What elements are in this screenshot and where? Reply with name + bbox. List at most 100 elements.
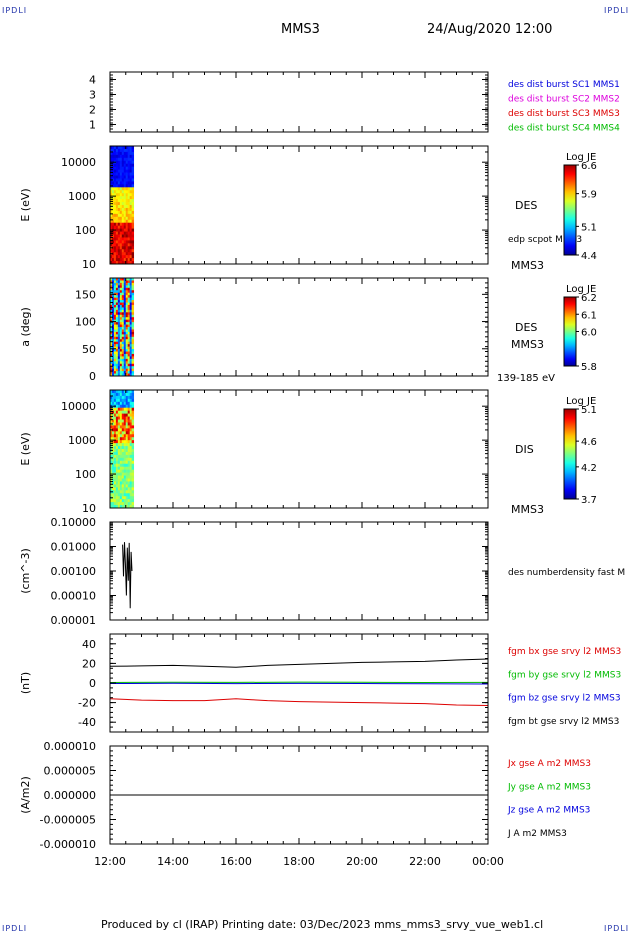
heatmap-cell (123, 249, 127, 253)
heatmap-cell (111, 290, 115, 294)
heatmap-cell (119, 172, 123, 176)
heatmap-cell (127, 341, 131, 345)
heatmap-cell (121, 475, 125, 479)
heatmap-cell (125, 258, 129, 262)
heatmap-cell (113, 285, 117, 289)
x-tick-label: 16:00 (220, 855, 252, 868)
heatmap-cell (119, 237, 123, 241)
heatmap-cell (129, 278, 133, 281)
heatmap-cell (127, 443, 131, 447)
heatmap-cell (121, 353, 125, 357)
heatmap-cell (125, 225, 129, 229)
heatmap-cell (110, 154, 113, 159)
heatmap-cell (131, 172, 135, 176)
heatmap-cell (125, 358, 129, 362)
heatmap-cell (127, 451, 131, 456)
heatmap-cell (113, 336, 117, 340)
heatmap-cell (117, 160, 121, 165)
y-tick-label: 1000 (68, 190, 96, 203)
heatmap-cell (129, 392, 133, 397)
heatmap-cell (117, 428, 121, 432)
heatmap-cell (110, 401, 113, 406)
right-label: MMS3 (511, 338, 544, 351)
heatmap-cell (119, 181, 123, 185)
heatmap-cell (121, 307, 125, 311)
series-line-1 (109, 698, 489, 706)
heatmap-cell (115, 466, 119, 471)
y-axis-label: (A/m2) (19, 776, 32, 814)
heatmap-cell (123, 169, 127, 173)
heatmap-cell (123, 181, 127, 185)
heatmap-cell (117, 304, 121, 308)
heatmap-cell (131, 469, 135, 473)
heatmap-cell (110, 351, 113, 355)
heatmap-cell (129, 451, 133, 456)
heatmap-cell (125, 157, 129, 162)
heatmap-cell (125, 484, 129, 488)
heatmap-cell (129, 216, 133, 221)
heatmap-cell (131, 368, 135, 372)
heatmap-cell (131, 454, 135, 459)
heatmap-cell (117, 290, 121, 294)
heatmap-cell (123, 329, 127, 333)
heatmap-cell (113, 366, 117, 370)
heatmap-cell (125, 398, 129, 403)
heatmap-cell (131, 363, 135, 367)
heatmap-cell (127, 160, 131, 165)
heatmap-cell (131, 169, 135, 173)
heatmap-cell (117, 493, 121, 497)
heatmap-cell (113, 353, 117, 357)
heatmap-cell (129, 502, 133, 506)
heatmap-cell (111, 278, 115, 281)
heatmap-cell (111, 331, 115, 335)
y-tick-label: 0.00001 (51, 614, 97, 627)
heatmap-cell (121, 496, 125, 500)
heatmap-cell (127, 228, 131, 232)
heatmap-cell (110, 258, 113, 262)
heatmap-cell (115, 307, 119, 311)
heatmap-cell (127, 327, 131, 330)
heatmap-cell (127, 404, 131, 409)
heatmap-cell (129, 419, 133, 423)
heatmap-cell (113, 463, 117, 468)
heatmap-cell (123, 166, 127, 170)
heatmap-cell (127, 454, 131, 459)
heatmap-cell (117, 481, 121, 485)
heatmap-cell (123, 309, 127, 313)
heatmap-cell (117, 222, 121, 227)
heatmap-cell (111, 410, 115, 414)
heatmap-cell (127, 505, 131, 509)
heatmap-cell (117, 287, 121, 291)
heatmap-cell (131, 460, 135, 465)
heatmap-cell (129, 317, 133, 321)
heatmap-cell (113, 419, 117, 423)
heatmap-cell (111, 199, 115, 203)
heatmap-cell (129, 361, 133, 365)
heatmap-cell (111, 148, 115, 153)
right-label: DES (515, 321, 537, 334)
heatmap-cell (121, 460, 125, 465)
heatmap-cell (129, 297, 133, 301)
heatmap-cell (131, 431, 135, 435)
heatmap-cell (131, 373, 135, 377)
heatmap-cell (113, 373, 117, 377)
heatmap-cell (125, 390, 129, 394)
heatmap-cell (119, 463, 123, 468)
heatmap-cell (111, 407, 115, 412)
heatmap-cell (125, 407, 129, 412)
heatmap-cell (121, 261, 125, 265)
heatmap-cell (110, 392, 113, 397)
heatmap-cell (115, 353, 119, 357)
heatmap-cell (113, 178, 117, 182)
heatmap-cell (117, 373, 121, 377)
heatmap-cell (131, 361, 135, 365)
heatmap-cell (125, 446, 129, 450)
panel-frame (109, 145, 489, 265)
heatmap-cell (113, 334, 117, 338)
heatmap-cell (110, 410, 113, 414)
heatmap-cell (117, 231, 121, 235)
heatmap-cell (119, 329, 123, 333)
heatmap-cell (117, 353, 121, 357)
heatmap-cell (125, 451, 129, 456)
heatmap-cell (119, 184, 123, 188)
